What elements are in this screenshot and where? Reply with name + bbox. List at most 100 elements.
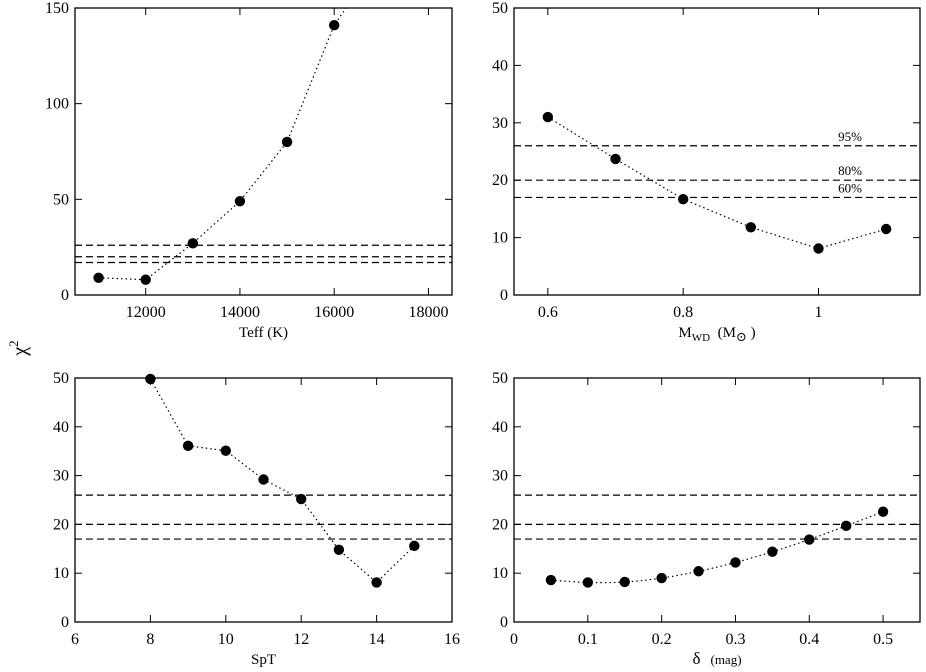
data-point — [804, 534, 815, 545]
series-line — [149, 378, 415, 584]
data-point — [745, 222, 757, 233]
y-tick-label: 40 — [492, 419, 508, 436]
y-tick-label: 50 — [492, 0, 508, 17]
x-tick-label: 0.5 — [873, 631, 893, 648]
x-axis-label: δ (mag) — [692, 649, 741, 668]
x-axis-label: MWD (M⊙ ) — [678, 325, 755, 344]
y-tick-label: 30 — [492, 468, 508, 485]
x-tick-label: 0.8 — [673, 304, 693, 321]
x-axis-label: Teff (K) — [239, 325, 288, 341]
y-tick-label: 10 — [53, 565, 69, 582]
data-point — [140, 274, 151, 285]
data-point — [234, 196, 246, 207]
data-point — [767, 546, 778, 557]
data-point — [693, 566, 704, 577]
series-line — [98, 8, 347, 281]
x-tick-label: 1 — [815, 304, 823, 321]
x-tick-label: 8 — [146, 631, 154, 648]
plot-frame — [74, 377, 453, 623]
xlabel-delta: δ — [692, 649, 700, 668]
data-point — [656, 572, 667, 584]
panel-delta: 0 0.1 0.2 0.3 0.4 0.5 0 10 20 30 40 50 δ (mag) — [492, 370, 921, 668]
x-tick-label: 18000 — [408, 304, 448, 321]
data-point — [610, 153, 621, 165]
x-tick-label: 0.2 — [652, 631, 672, 648]
plot-frame — [513, 7, 921, 296]
data-point — [813, 243, 824, 254]
y-tick-label: 10 — [492, 230, 508, 247]
y-tick-label: 50 — [492, 370, 508, 387]
xlabel-part: (M — [710, 325, 736, 341]
plot-frame — [513, 377, 921, 623]
y-tick-label: 50 — [53, 370, 69, 387]
y-tick-label: 20 — [492, 172, 508, 189]
y-tick-label: 10 — [492, 565, 508, 582]
data-point — [333, 544, 345, 555]
y-tick-label: 0 — [500, 287, 508, 304]
series-line — [550, 511, 884, 584]
data-point — [877, 506, 889, 517]
y-tick-label: 20 — [53, 516, 69, 533]
ref-line-label: 95% — [838, 129, 862, 144]
data-point — [840, 520, 852, 532]
xlabel-part: ) — [747, 325, 756, 341]
y-tick-label: 0 — [61, 614, 69, 631]
data-point — [187, 238, 199, 249]
data-point — [677, 193, 689, 205]
x-tick-label: 6 — [71, 631, 79, 648]
y-tick-label: 40 — [492, 57, 508, 74]
figure-ylabel: χ2 — [6, 340, 31, 356]
data-point — [542, 111, 554, 123]
plot-frame — [74, 7, 453, 296]
y-tick-label: 50 — [53, 191, 69, 208]
y-tick-label: 150 — [45, 0, 69, 17]
x-tick-label: 14 — [369, 631, 385, 648]
data-point — [182, 440, 194, 452]
data-point — [730, 557, 741, 568]
ref-line-label: 60% — [838, 180, 862, 195]
data-point — [258, 474, 269, 485]
y-tick-label: 100 — [45, 96, 69, 113]
x-axis-label: SpT — [251, 652, 276, 668]
data-point — [93, 272, 104, 283]
panel-teff: 12000 14000 16000 18000 0 50 100 150 Teff (K) — [45, 0, 453, 341]
data-point — [220, 445, 231, 456]
y-tick-label: 30 — [492, 115, 508, 132]
panel-spt: 6 8 10 12 14 16 0 10 20 30 40 50 SpT — [53, 370, 460, 668]
xlabel-sun-symbol: ⊙ — [736, 329, 747, 344]
x-tick-label: 14000 — [220, 304, 260, 321]
data-point — [328, 20, 340, 31]
data-point — [296, 493, 307, 505]
figure-ylabel-sup: 2 — [6, 340, 21, 347]
data-point — [371, 577, 382, 588]
ref-line-label: 80% — [838, 163, 862, 178]
x-tick-label: 12000 — [126, 304, 166, 321]
data-point — [545, 574, 557, 586]
figure-ylabel-chi: χ — [9, 347, 31, 357]
x-tick-label: 16 — [444, 631, 460, 648]
data-point — [880, 223, 892, 235]
x-tick-label: 0.6 — [538, 304, 558, 321]
x-tick-label: 0.3 — [725, 631, 745, 648]
data-point — [409, 540, 420, 552]
data-point — [582, 577, 594, 588]
data-point — [619, 576, 630, 588]
data-point — [281, 136, 293, 148]
y-tick-label: 0 — [61, 287, 69, 304]
xlabel-sub: WD — [692, 332, 710, 344]
x-tick-label: 0.4 — [799, 631, 819, 648]
x-tick-label: 16000 — [314, 304, 354, 321]
x-tick-label: 10 — [218, 631, 234, 648]
x-tick-label: 0 — [510, 631, 518, 648]
x-tick-label: 0.1 — [578, 631, 598, 648]
y-tick-label: 0 — [500, 614, 508, 631]
y-tick-label: 40 — [53, 419, 69, 436]
xlabel-part: M — [678, 325, 691, 341]
xlabel-unit: (mag) — [710, 652, 741, 667]
data-point — [145, 373, 156, 385]
series-line — [547, 116, 887, 250]
y-tick-label: 20 — [492, 516, 508, 533]
x-tick-label: 12 — [293, 631, 309, 648]
